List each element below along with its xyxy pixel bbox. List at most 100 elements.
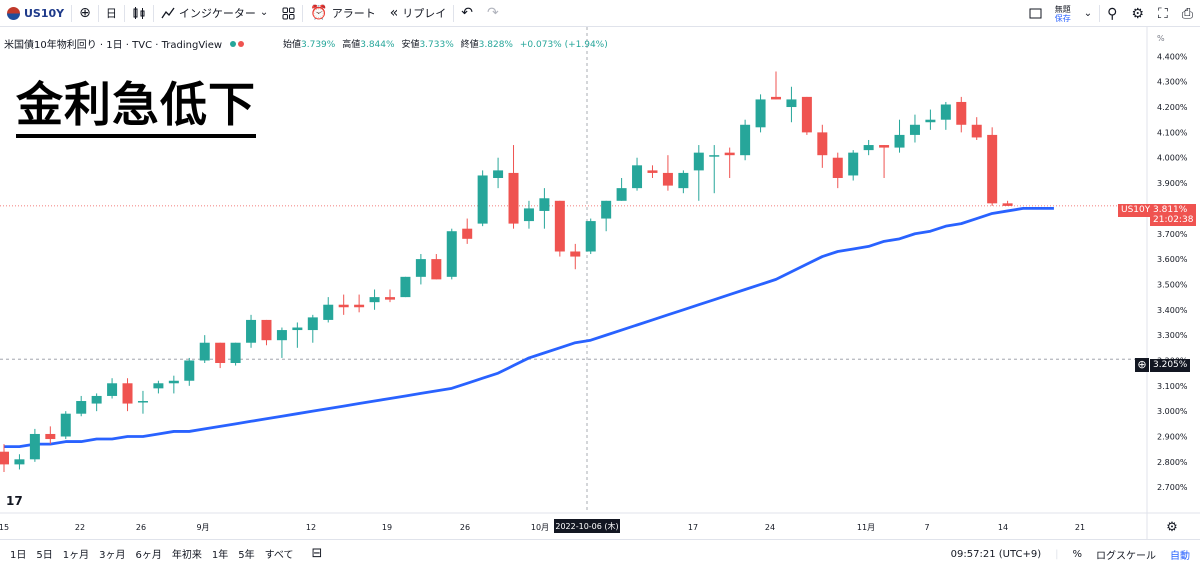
toolbar-divider: [123, 4, 125, 22]
range-button[interactable]: 6ヶ月: [135, 550, 162, 561]
range-button[interactable]: 1ヶ月: [62, 550, 90, 561]
fullscreen-button[interactable]: ⛶: [1151, 0, 1175, 27]
redo-button[interactable]: ↷: [480, 0, 506, 27]
y-tick-label: 2.900%: [1157, 433, 1188, 442]
symbol-search-button[interactable]: US10Y: [0, 0, 71, 27]
y-tick-label: 3.000%: [1157, 407, 1188, 416]
x-tick-label: 15: [0, 523, 9, 532]
auto-scale-toggle[interactable]: 自動: [1170, 550, 1190, 562]
candle-body: [740, 124, 751, 156]
candle-body: [122, 383, 133, 404]
range-button[interactable]: 5年: [238, 550, 255, 561]
layouts-button[interactable]: [275, 0, 302, 27]
divider: |: [1055, 548, 1059, 560]
search-button[interactable]: ⚲: [1100, 0, 1124, 27]
interval-label: 日: [105, 7, 117, 20]
x-tick-label: 10月: [531, 523, 549, 532]
candle-body: [446, 231, 457, 277]
chart-title: 米国債10年物利回り · 1日 · TVC · TradingView: [4, 40, 223, 51]
clock-label[interactable]: 09:57:21 (UTC+9): [950, 548, 1042, 560]
snapshot-button[interactable]: ⎙: [1175, 0, 1200, 27]
y-tick-label: 3.400%: [1157, 306, 1188, 315]
candle-body: [230, 342, 241, 364]
candle-body: [60, 413, 71, 437]
candle-body: [771, 96, 781, 100]
compare-button[interactable]: ⊕: [72, 0, 98, 27]
range-button[interactable]: 年初来: [171, 550, 202, 561]
settings-button[interactable]: ⚙: [1124, 0, 1151, 27]
x-tick-label: 7: [924, 523, 929, 532]
x-tick-label: 11月: [857, 523, 875, 532]
candle-body: [508, 172, 519, 224]
candle-body: [971, 124, 982, 138]
cursor-date-label: 2022-10-06 (木): [555, 521, 618, 531]
save-button[interactable]: 無題 保存: [1049, 5, 1077, 23]
alarm-clock-icon: ⏰: [310, 5, 328, 21]
goto-date-icon[interactable]: ⊟: [311, 546, 323, 561]
candle-body: [215, 342, 226, 364]
toolbar-right: 無題 保存 ⌄ ⚲ ⚙ ⛶ ⎙: [1022, 0, 1200, 27]
y-tick-label: 3.500%: [1157, 280, 1188, 289]
y-tick-label: 3.100%: [1157, 382, 1188, 391]
x-tick-label: 19: [382, 523, 392, 532]
candle-body: [107, 383, 118, 396]
toolbar-divider: [97, 4, 99, 22]
y-tick-label: 4.200%: [1157, 103, 1188, 112]
candle-body: [292, 327, 303, 331]
alert-button[interactable]: ⏰ アラート: [303, 0, 382, 27]
bar-countdown: 21:02:38: [1153, 215, 1194, 225]
candle-body: [678, 172, 689, 189]
toolbar-divider: [1099, 5, 1101, 22]
chart-type-button[interactable]: [125, 0, 153, 27]
x-tick-label: 12: [306, 523, 316, 532]
chart-settings-gear-icon[interactable]: ⚙: [1166, 520, 1178, 535]
candle-body: [493, 170, 504, 178]
cursor-date-label-bg: [554, 519, 620, 533]
x-tick-label: 21: [1075, 523, 1085, 532]
candle-body: [45, 433, 56, 440]
open-value: 3.739%: [301, 40, 336, 50]
candle-body: [632, 165, 643, 189]
bottom-right: 09:57:21 (UTC+9) | % ログスケール 自動: [951, 540, 1190, 567]
candle-body: [956, 101, 967, 125]
y-tick-label: 2.700%: [1157, 483, 1188, 492]
candle-body: [415, 259, 426, 277]
range-button[interactable]: 3ヶ月: [99, 550, 126, 561]
data-status-dot: [238, 40, 245, 47]
range-button[interactable]: 5日: [36, 550, 53, 561]
add-alert-plus-icon[interactable]: ⊕: [1135, 358, 1149, 372]
candle-body: [477, 175, 488, 224]
save-label: 保存: [1054, 13, 1071, 23]
candle-body: [940, 104, 951, 120]
layout-select-button[interactable]: [1022, 0, 1049, 27]
range-button[interactable]: すべて: [264, 550, 294, 561]
grid-icon: [282, 7, 295, 19]
alert-label: アラート: [331, 7, 376, 20]
close-label: 終値: [460, 40, 479, 50]
camera-icon: ⎙: [1181, 5, 1193, 22]
low-label: 安値: [401, 40, 420, 50]
undo-button[interactable]: ↶: [454, 0, 480, 27]
y-tick-label: 4.100%: [1157, 128, 1188, 137]
chart-legend: 米国債10年物利回り · 1日 · TVC · TradingView: [4, 36, 248, 51]
candle-body: [246, 319, 257, 343]
candle-body: [570, 251, 581, 257]
replay-label: リプレイ: [402, 7, 447, 20]
last-price-label: 3.811% 21:02:38: [1150, 204, 1197, 226]
range-button[interactable]: 1年: [211, 550, 229, 561]
indicators-button[interactable]: インジケーター ⌄: [154, 0, 275, 27]
candle-body: [523, 208, 534, 222]
candle-body: [709, 155, 720, 157]
log-scale-toggle[interactable]: ログスケール: [1096, 550, 1156, 562]
interval-button[interactable]: 日: [99, 0, 124, 27]
range-button[interactable]: 1日: [10, 550, 27, 561]
save-menu-button[interactable]: ⌄: [1077, 0, 1099, 27]
percent-toggle[interactable]: %: [1072, 548, 1082, 560]
replay-button[interactable]: « リプレイ: [383, 0, 454, 27]
candle-body: [801, 96, 812, 133]
square-icon: [1029, 8, 1042, 19]
close-value: 3.828%: [478, 40, 513, 50]
headline-annotation: 金利急低下: [16, 80, 256, 138]
candle-body: [0, 451, 9, 465]
candle-body: [554, 200, 565, 252]
